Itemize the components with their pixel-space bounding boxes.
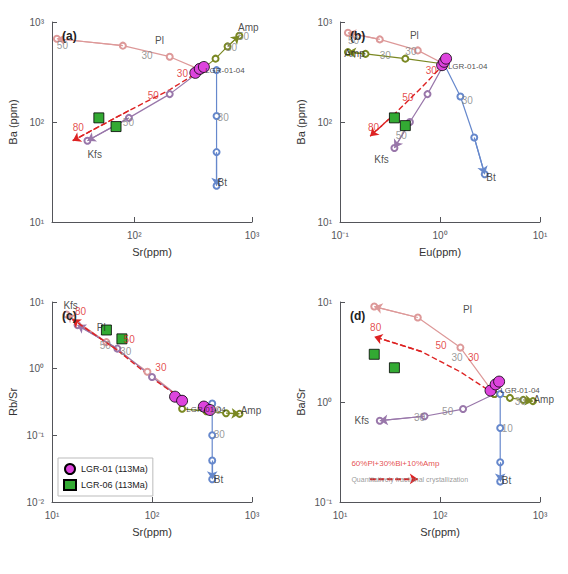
svg-text:10¹: 10¹ — [30, 297, 45, 308]
svg-text:Kfs: Kfs — [87, 149, 101, 160]
svg-text:50: 50 — [124, 334, 136, 345]
svg-text:Kfs: Kfs — [63, 299, 78, 311]
svg-text:30: 30 — [155, 362, 167, 373]
svg-text:Ba (ppm): Ba (ppm) — [295, 99, 307, 144]
svg-text:Quantitatively fractional crys: Quantitatively fractional crystallizatio… — [351, 476, 468, 484]
svg-text:Bt: Bt — [486, 172, 496, 183]
svg-text:30: 30 — [515, 396, 527, 407]
svg-text:30: 30 — [414, 412, 426, 423]
svg-text:10³: 10³ — [533, 510, 548, 521]
svg-text:(d): (d) — [350, 309, 365, 323]
svg-text:30: 30 — [451, 352, 463, 363]
svg-text:Pl: Pl — [155, 35, 164, 46]
svg-text:Amp: Amp — [241, 405, 262, 416]
svg-text:(a): (a) — [62, 29, 77, 43]
svg-text:50: 50 — [396, 130, 408, 141]
svg-text:Bt: Bt — [218, 177, 228, 188]
svg-text:30: 30 — [120, 346, 132, 357]
svg-text:10¹: 10¹ — [533, 230, 548, 241]
svg-text:Amp: Amp — [238, 22, 259, 34]
svg-text:Rb/Sr: Rb/Sr — [7, 388, 19, 416]
svg-text:10²: 10² — [318, 117, 333, 128]
svg-text:LGR-01-04: LGR-01-04 — [186, 405, 226, 414]
svg-text:Eu(ppm): Eu(ppm) — [419, 246, 461, 258]
svg-text:10¹: 10¹ — [318, 297, 333, 308]
svg-text:30: 30 — [405, 46, 417, 57]
svg-text:80: 80 — [368, 122, 380, 133]
svg-text:LGR-01-04: LGR-01-04 — [448, 62, 488, 71]
svg-text:10⁻¹: 10⁻¹ — [331, 230, 349, 241]
svg-text:60%Pl+30%Bi+10%Amp: 60%Pl+30%Bi+10%Amp — [351, 459, 440, 468]
svg-text:10⁻¹: 10⁻¹ — [315, 497, 333, 508]
svg-text:(c): (c) — [62, 309, 77, 323]
svg-text:10²: 10² — [433, 510, 448, 521]
svg-text:Ba/Sr: Ba/Sr — [295, 388, 307, 416]
svg-text:10³: 10³ — [245, 230, 260, 241]
svg-text:80: 80 — [75, 306, 87, 317]
svg-text:10¹: 10¹ — [30, 217, 45, 228]
svg-text:Sr(ppm): Sr(ppm) — [420, 526, 460, 538]
svg-text:50: 50 — [123, 117, 135, 128]
svg-text:10⁰: 10⁰ — [432, 230, 447, 241]
svg-text:Bt: Bt — [214, 474, 224, 485]
svg-text:Pl: Pl — [97, 322, 106, 333]
svg-text:10²: 10² — [127, 230, 142, 241]
svg-text:LGR-01-04: LGR-01-04 — [500, 386, 540, 395]
svg-text:10³: 10³ — [30, 17, 45, 28]
svg-text:30: 30 — [380, 50, 392, 61]
svg-text:50: 50 — [435, 340, 447, 351]
svg-text:30: 30 — [462, 95, 474, 106]
svg-text:50: 50 — [238, 31, 250, 42]
svg-text:30: 30 — [218, 112, 230, 123]
svg-text:10⁰: 10⁰ — [29, 363, 44, 374]
svg-text:10²: 10² — [145, 510, 160, 521]
svg-text:50: 50 — [100, 340, 112, 351]
svg-text:80: 80 — [370, 322, 382, 333]
svg-text:50: 50 — [348, 35, 360, 46]
svg-text:10³: 10³ — [245, 510, 260, 521]
svg-text:10⁻¹: 10⁻¹ — [27, 430, 45, 441]
svg-text:Bt: Bt — [502, 475, 512, 486]
svg-text:30: 30 — [214, 429, 226, 440]
svg-text:Ba (ppm): Ba (ppm) — [7, 99, 19, 144]
svg-text:Amp: Amp — [344, 48, 365, 59]
svg-text:Sr(ppm): Sr(ppm) — [132, 526, 172, 538]
svg-text:Kfs: Kfs — [355, 415, 369, 426]
svg-text:50: 50 — [57, 40, 69, 51]
svg-text:LGR-01-04: LGR-01-04 — [205, 66, 245, 75]
svg-text:30: 30 — [226, 42, 238, 53]
svg-text:50: 50 — [442, 406, 454, 417]
svg-text:10¹: 10¹ — [318, 217, 333, 228]
svg-text:30: 30 — [426, 65, 438, 76]
svg-text:Pl: Pl — [410, 30, 419, 41]
svg-text:30: 30 — [141, 50, 153, 61]
svg-text:Pl: Pl — [463, 304, 472, 315]
svg-text:10¹: 10¹ — [45, 510, 60, 521]
svg-text:10³: 10³ — [318, 17, 333, 28]
svg-text:LGR-06 (113Ma): LGR-06 (113Ma) — [81, 480, 148, 490]
svg-text:50: 50 — [402, 92, 414, 103]
svg-text:50: 50 — [148, 90, 160, 101]
svg-text:30: 30 — [177, 68, 189, 79]
svg-text:10¹: 10¹ — [333, 510, 348, 521]
svg-text:10⁻²: 10⁻² — [27, 497, 45, 508]
svg-text:10⁰: 10⁰ — [317, 397, 332, 408]
svg-text:10²: 10² — [30, 117, 45, 128]
svg-text:10: 10 — [502, 423, 514, 434]
svg-text:Amp: Amp — [533, 394, 554, 405]
svg-text:30: 30 — [468, 352, 480, 363]
svg-text:80: 80 — [73, 122, 85, 133]
svg-text:LGR-01 (113Ma): LGR-01 (113Ma) — [81, 464, 148, 474]
svg-text:Sr(ppm): Sr(ppm) — [132, 246, 172, 258]
svg-text:Kfs: Kfs — [374, 154, 388, 165]
